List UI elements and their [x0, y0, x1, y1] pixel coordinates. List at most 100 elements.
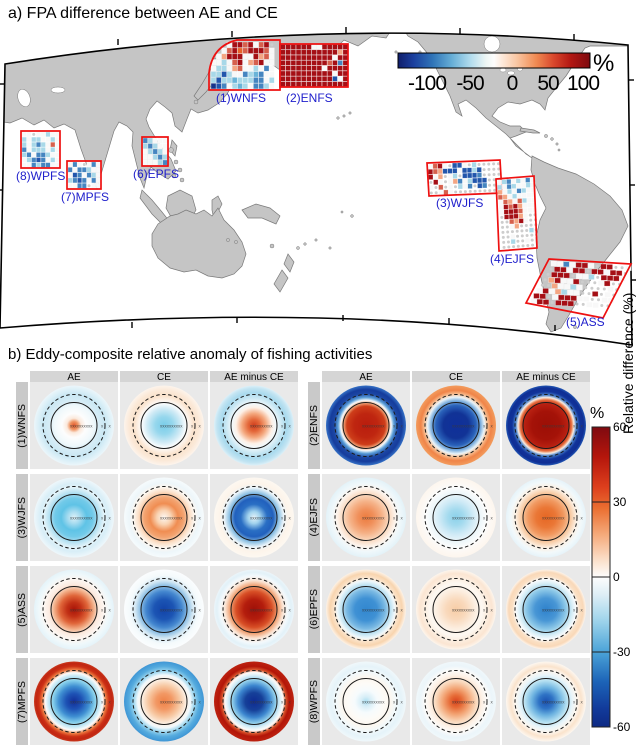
hatch-markers: xxxxxxxxxx	[250, 700, 273, 705]
composite-(7)MPFS-AE: xxxxxxxxxx x x	[30, 658, 118, 745]
svg-text:x x: x x	[573, 516, 585, 521]
map-frame	[0, 32, 633, 346]
column-header-AE: AE	[322, 371, 410, 384]
column-header-CE: CE	[412, 371, 500, 384]
region-label: (3)WJFS	[436, 196, 483, 210]
hatch-markers: xxxxxxxxxx	[542, 516, 565, 521]
colorbar-tick-label: 0	[507, 72, 518, 95]
composite-(4)EJFS-CE: xxxxxxxxxx x x	[412, 474, 500, 561]
svg-text:x x: x x	[573, 608, 585, 613]
region-label: (6)EPFS	[133, 167, 179, 181]
composite-(5)ASS-CE: xxxxxxxxxx x x	[120, 566, 208, 653]
svg-text:x x: x x	[101, 424, 113, 429]
colorbar-tick-label: 30	[613, 495, 627, 509]
colorbar-tick-label: 60	[613, 420, 627, 434]
column-header-CE: CE	[120, 371, 208, 384]
composite-(7)MPFS-CE: xxxxxxxxxx x x	[120, 658, 208, 745]
svg-text:x x: x x	[393, 608, 405, 613]
hatch-markers: xxxxxxxxxx	[250, 516, 273, 521]
region-(3)WJFS	[426, 159, 503, 197]
hatch-markers: xxxxxxxxxx	[160, 700, 183, 705]
svg-text:x x: x x	[393, 700, 405, 705]
hatch-markers: xxxxxxxxxx	[70, 424, 93, 429]
hatch-markers: xxxxxxxxxx	[70, 608, 93, 613]
panel-b-title: b) Eddy-composite relative anomaly of fi…	[8, 346, 373, 363]
composite-(3)WJFS-AE: xxxxxxxxxx x x	[30, 474, 118, 561]
composite-(2)ENFS-AE: xxxxxxxxxx x x	[322, 382, 410, 469]
svg-text:x x: x x	[101, 608, 113, 613]
svg-text:x x: x x	[191, 424, 203, 429]
composite-(1)WNFS-AE: xxxxxxxxxx x x	[30, 382, 118, 469]
column-header-AE-minus-CE: AE minus CE	[210, 371, 298, 384]
region-label: (7)MPFS	[61, 190, 109, 204]
svg-text:x x: x x	[573, 424, 585, 429]
hatch-markers: xxxxxxxxxx	[452, 608, 475, 613]
svg-text:x x: x x	[101, 516, 113, 521]
row-label-(6)EPFS: (6)EPFS	[308, 566, 320, 653]
hatch-markers: xxxxxxxxxx	[542, 424, 565, 429]
hatch-markers: xxxxxxxxxx	[452, 700, 475, 705]
region-(8)WPFS	[20, 130, 61, 169]
hatch-markers: xxxxxxxxxx	[160, 608, 183, 613]
region-(4)EJFS	[495, 175, 539, 252]
panel-b-colorbar: 60 30 0 -30 -60%	[590, 405, 631, 734]
svg-text:x x: x x	[483, 424, 495, 429]
row-label-(4)EJFS: (4)EJFS	[308, 474, 320, 561]
region-(5)ASS	[524, 258, 633, 319]
svg-text:x x: x x	[191, 516, 203, 521]
composite-(4)EJFS-AE-minus-CE: xxxxxxxxxx x x	[502, 474, 590, 561]
hatch-markers: xxxxxxxxxx	[70, 700, 93, 705]
map-panel: (1)WNFS (2)ENFS (3)WJFS (4)EJFS (5)ASS (6)EPF…	[0, 27, 636, 346]
region-(7)MPFS	[66, 160, 102, 190]
svg-text:x x: x x	[101, 700, 113, 705]
composite-(8)WPFS-AE-minus-CE: xxxxxxxxxx x x	[502, 658, 590, 745]
hatch-markers: xxxxxxxxxx	[160, 516, 183, 521]
panel-a-title: a) FPA difference between AE and CE	[8, 5, 278, 22]
colorbar-tick-label: -60	[613, 720, 631, 734]
svg-text:x x: x x	[281, 700, 293, 705]
composite-(2)ENFS-AE-minus-CE: xxxxxxxxxx x x	[502, 382, 590, 469]
colorbar-unit: %	[590, 405, 604, 422]
row-label-(3)WJFS: (3)WJFS	[16, 474, 28, 561]
map-ticks	[0, 27, 636, 331]
composite-(8)WPFS-CE: xxxxxxxxxx x x	[412, 658, 500, 745]
svg-text:x x: x x	[483, 700, 495, 705]
row-label-(1)WNFS: (1)WNFS	[16, 382, 28, 469]
map-colorbar: -100 -50 0 50 100%	[397, 50, 614, 95]
hatch-markers: xxxxxxxxxx	[452, 516, 475, 521]
column-header-AE: AE	[30, 371, 118, 384]
row-label-(7)MPFS: (7)MPFS	[16, 658, 28, 745]
svg-text:x x: x x	[281, 608, 293, 613]
colorbar-tick-label: 0	[613, 570, 620, 584]
hatch-markers: xxxxxxxxxx	[542, 608, 565, 613]
composite-(7)MPFS-AE-minus-CE: xxxxxxxxxx x x	[210, 658, 298, 745]
colorbar-tick-label: 100	[567, 72, 599, 95]
region-label: (1)WNFS	[216, 91, 266, 105]
composite-(5)ASS-AE-minus-CE: xxxxxxxxxx x x	[210, 566, 298, 653]
colorbar-axis-label: Relative difference (%)	[620, 292, 636, 434]
composite-(1)WNFS-CE: xxxxxxxxxx x x	[120, 382, 208, 469]
composite-(6)EPFS-AE: xxxxxxxxxx x x	[322, 566, 410, 653]
svg-text:x x: x x	[281, 424, 293, 429]
composite-(2)ENFS-CE: xxxxxxxxxx x x	[412, 382, 500, 469]
hatch-markers: xxxxxxxxxx	[160, 424, 183, 429]
svg-text:x x: x x	[191, 700, 203, 705]
svg-text:x x: x x	[573, 700, 585, 705]
hatch-markers: xxxxxxxxxx	[362, 608, 385, 613]
colorbar-tick-label: -50	[456, 72, 484, 95]
composite-(1)WNFS-AE-minus-CE: xxxxxxxxxx x x	[210, 382, 298, 469]
colorbar-tick-label: -30	[613, 645, 631, 659]
svg-text:x x: x x	[393, 424, 405, 429]
region-label: (2)ENFS	[286, 91, 333, 105]
hatch-markers: xxxxxxxxxx	[452, 424, 475, 429]
hatch-markers: xxxxxxxxxx	[362, 516, 385, 521]
composite-(5)ASS-AE: xxxxxxxxxx x x	[30, 566, 118, 653]
hatch-markers: xxxxxxxxxx	[362, 424, 385, 429]
composite-(3)WJFS-AE-minus-CE: xxxxxxxxxx x x	[210, 474, 298, 561]
row-label-(8)WPFS: (8)WPFS	[308, 658, 320, 745]
svg-text:x x: x x	[393, 516, 405, 521]
region-label: (5)ASS	[566, 315, 605, 329]
region-(1)WNFS	[208, 39, 281, 91]
region-label: (4)EJFS	[490, 252, 534, 266]
